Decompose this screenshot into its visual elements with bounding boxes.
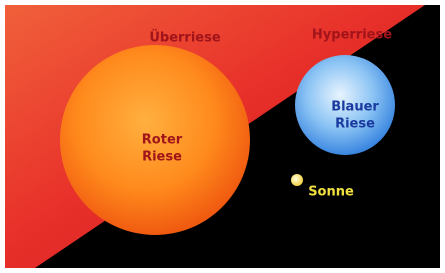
hypergiant-label: Hyperriese [312,28,392,43]
red-giant-label: Roter [142,133,183,148]
star-size-illustration: Überriese Hyperriese Roter Riese Blauer … [0,0,445,273]
sun-label: Sonne [308,185,354,200]
red-giant-label: Riese [142,150,182,165]
page: Überriese Hyperriese Roter Riese Blauer … [0,0,445,273]
sun [291,174,303,186]
supergiant-label: Überriese [149,30,221,46]
blue-giant-label: Riese [335,117,375,132]
blue-giant-label: Blauer [331,100,379,115]
